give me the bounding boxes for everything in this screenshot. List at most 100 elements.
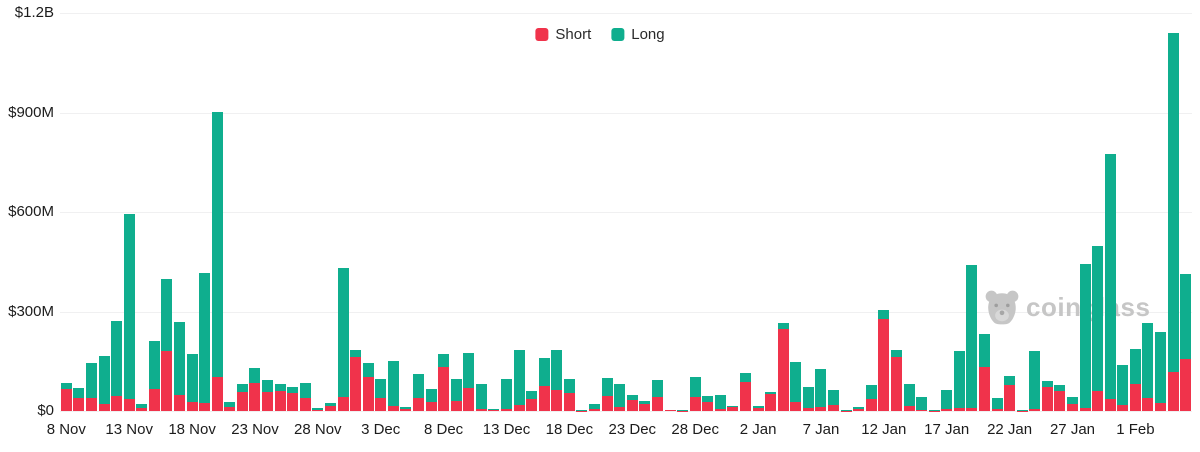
bar-1-dec[interactable] (350, 349, 362, 411)
bar-5-jan[interactable] (790, 361, 802, 411)
bar-22-dec[interactable] (614, 384, 626, 411)
bar-12-dec[interactable] (488, 409, 500, 411)
bar-short-segment (186, 402, 198, 411)
bar-19-nov[interactable] (199, 272, 211, 411)
bar-12-nov[interactable] (111, 321, 123, 411)
bar-26-nov[interactable] (287, 387, 299, 411)
bar-15-dec[interactable] (526, 391, 538, 411)
bar-3-dec[interactable] (375, 379, 387, 411)
bar-long-segment (1054, 384, 1066, 391)
legend-item-short[interactable]: Short (535, 26, 591, 43)
bar-16-jan[interactable] (928, 410, 940, 411)
bar-10-dec[interactable] (463, 352, 475, 411)
bar-12-jan[interactable] (878, 309, 890, 411)
bar-21-dec[interactable] (601, 377, 613, 412)
bar-27-jan[interactable] (1067, 397, 1078, 411)
bar-23-nov[interactable] (249, 367, 261, 411)
bar-long-segment (85, 362, 97, 399)
bar-18-nov[interactable] (186, 354, 198, 411)
bar-19-dec[interactable] (576, 410, 588, 411)
bar-25-nov[interactable] (274, 383, 286, 411)
bar-4-feb[interactable] (1167, 33, 1179, 411)
bar-25-dec[interactable] (651, 380, 663, 411)
bar-2-jan[interactable] (752, 405, 764, 411)
bar-4-jan[interactable] (777, 323, 789, 411)
bar-22-jan[interactable] (1004, 375, 1016, 411)
bar-23-jan[interactable] (1016, 410, 1028, 411)
bar-11-jan[interactable] (865, 385, 877, 411)
bar-14-nov[interactable] (136, 403, 148, 411)
x-axis-label: 8 Dec (424, 421, 464, 438)
bar-5-dec[interactable] (400, 407, 412, 411)
bar-5-feb[interactable] (1180, 274, 1192, 411)
bar-29-jan[interactable] (1092, 246, 1104, 411)
bar-19-jan[interactable] (966, 265, 978, 411)
bar-24-nov[interactable] (262, 380, 274, 411)
bar-6-jan[interactable] (802, 387, 814, 411)
bar-28-jan[interactable] (1079, 264, 1091, 411)
bar-7-jan[interactable] (815, 369, 827, 411)
bar-27-nov[interactable] (299, 382, 311, 411)
bar-8-jan[interactable] (828, 389, 840, 411)
legend-item-long[interactable]: Long (611, 26, 665, 43)
bar-2-feb[interactable] (1142, 323, 1154, 411)
bar-9-nov[interactable] (73, 387, 85, 411)
bar-1-jan[interactable] (739, 372, 751, 411)
bar-3-jan[interactable] (765, 392, 777, 411)
bar-31-dec[interactable] (727, 406, 739, 411)
bar-26-jan[interactable] (1054, 384, 1066, 411)
bar-long-segment (790, 361, 802, 402)
bar-17-dec[interactable] (551, 349, 563, 411)
bar-18-jan[interactable] (953, 351, 965, 411)
bar-20-jan[interactable] (978, 334, 990, 411)
bar-30-jan[interactable] (1104, 154, 1116, 411)
bar-16-dec[interactable] (538, 357, 550, 411)
bar-short-segment (287, 392, 299, 411)
bar-17-jan[interactable] (941, 390, 953, 411)
bar-9-dec[interactable] (450, 379, 462, 411)
bar-23-dec[interactable] (626, 395, 638, 411)
bar-13-dec[interactable] (501, 378, 512, 412)
bar-long-segment (551, 349, 563, 391)
bar-13-jan[interactable] (890, 349, 902, 411)
bar-29-dec[interactable] (702, 395, 714, 411)
bar-10-nov[interactable] (85, 362, 97, 411)
bar-31-jan[interactable] (1117, 365, 1129, 411)
bar-1-feb[interactable] (1129, 349, 1141, 411)
bar-7-dec[interactable] (425, 389, 437, 411)
bar-29-nov[interactable] (324, 403, 336, 411)
bar-21-nov[interactable] (224, 402, 236, 411)
bar-17-nov[interactable] (173, 322, 185, 411)
bar-26-dec[interactable] (664, 409, 676, 411)
bar-24-dec[interactable] (639, 401, 651, 411)
bar-9-jan[interactable] (840, 410, 852, 411)
bar-30-nov[interactable] (337, 267, 349, 411)
bar-8-dec[interactable] (438, 353, 450, 411)
bar-11-nov[interactable] (98, 356, 110, 411)
bar-8-nov[interactable] (60, 383, 72, 411)
bar-16-nov[interactable] (161, 279, 173, 411)
bar-2-dec[interactable] (362, 362, 374, 411)
bar-27-dec[interactable] (677, 410, 689, 411)
bar-22-nov[interactable] (236, 384, 248, 411)
bar-14-dec[interactable] (513, 350, 525, 411)
bar-short-segment (199, 403, 211, 411)
bar-15-nov[interactable] (148, 341, 160, 411)
bar-4-dec[interactable] (387, 360, 399, 411)
bar-21-jan[interactable] (991, 398, 1003, 411)
bar-28-nov[interactable] (312, 408, 324, 411)
bar-24-jan[interactable] (1029, 351, 1041, 411)
bar-20-nov[interactable] (211, 111, 223, 411)
bar-28-dec[interactable] (689, 376, 701, 411)
bar-10-jan[interactable] (853, 407, 865, 411)
bar-11-dec[interactable] (475, 384, 487, 411)
bar-13-nov[interactable] (123, 213, 135, 411)
bar-6-dec[interactable] (412, 373, 424, 411)
bar-18-dec[interactable] (563, 379, 575, 411)
bar-30-dec[interactable] (714, 394, 726, 411)
bar-20-dec[interactable] (589, 403, 601, 411)
bar-25-jan[interactable] (1041, 381, 1053, 411)
bar-14-jan[interactable] (903, 383, 915, 411)
bar-3-feb[interactable] (1155, 332, 1167, 411)
bar-15-jan[interactable] (916, 397, 928, 411)
